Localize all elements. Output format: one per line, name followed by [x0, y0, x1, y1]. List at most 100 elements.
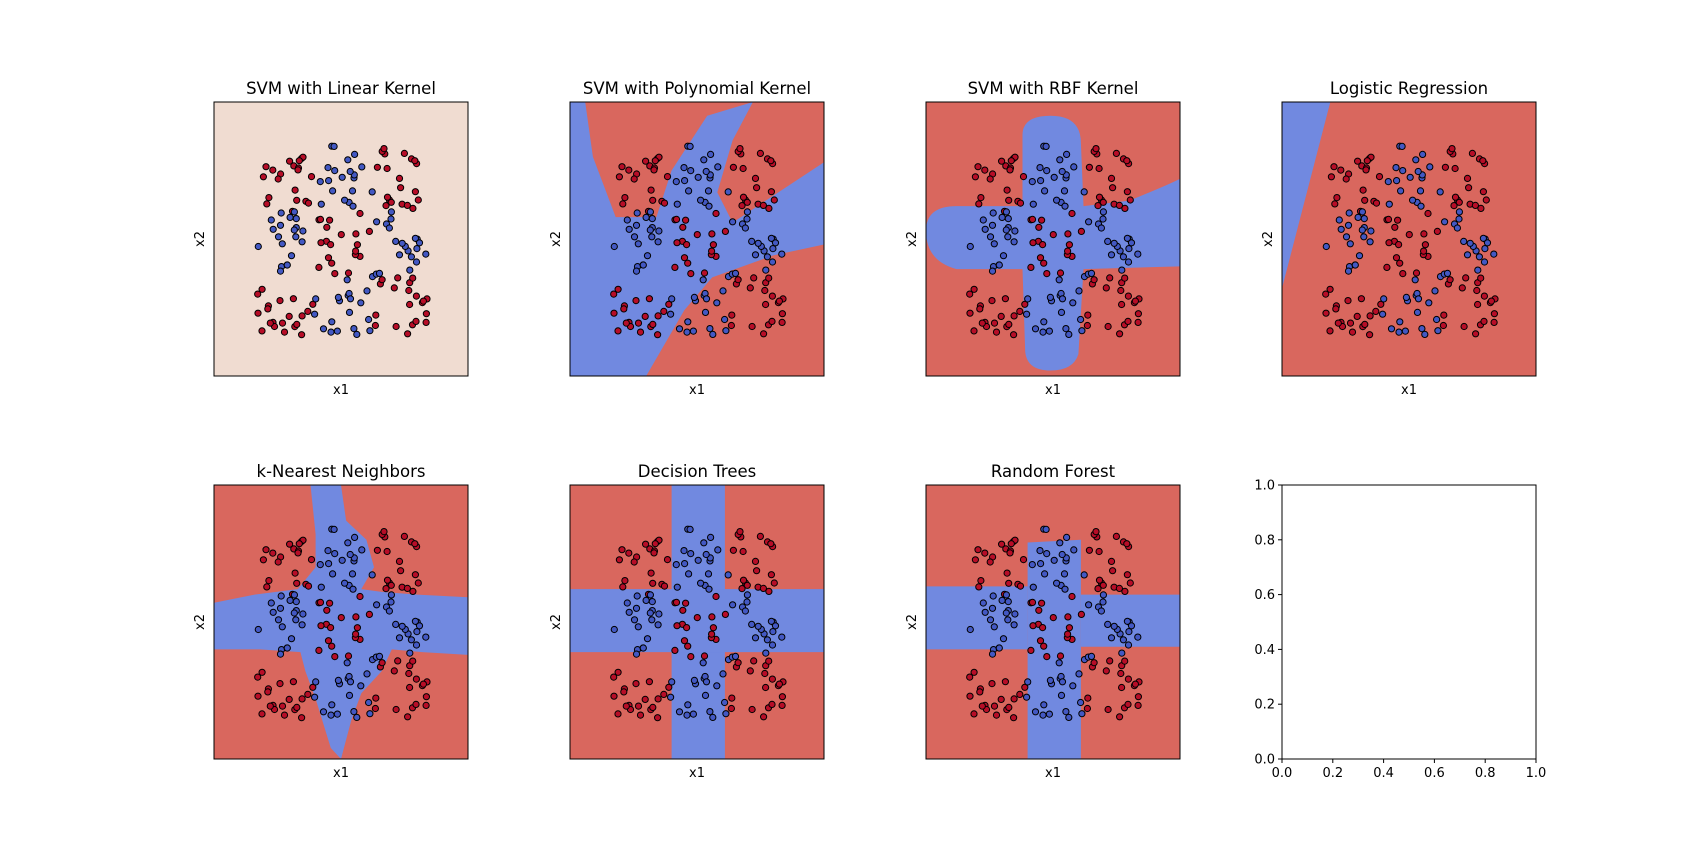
data-point-class-0	[1029, 200, 1037, 208]
data-point-class-1	[975, 200, 983, 208]
data-point-class-1	[1007, 540, 1015, 548]
data-point-class-1	[371, 321, 379, 330]
data-point-class-1	[761, 669, 769, 678]
y-tick-label: 0.6	[1254, 588, 1275, 603]
data-point-class-0	[368, 571, 376, 579]
data-point-class-0	[667, 310, 675, 318]
data-point-class-0	[724, 571, 732, 579]
data-point-class-1	[687, 653, 695, 661]
data-point-class-1	[673, 622, 681, 630]
data-point-class-0	[317, 200, 325, 208]
data-point-class-1	[383, 164, 391, 173]
data-point-class-0	[1041, 570, 1049, 578]
data-point-class-0	[1134, 633, 1142, 641]
data-point-class-0	[1344, 221, 1353, 229]
data-point-class-1	[1021, 683, 1029, 691]
data-point-class-1	[651, 540, 659, 548]
data-point-class-1	[372, 694, 380, 702]
data-point-class-1	[1118, 300, 1126, 309]
data-point-class-1	[1357, 295, 1366, 303]
data-point-class-1	[278, 702, 287, 710]
data-point-class-0	[1036, 164, 1044, 172]
data-point-class-0	[1010, 621, 1018, 629]
data-point-class-0	[278, 240, 286, 248]
data-point-class-0	[685, 570, 693, 578]
data-point-class-0	[986, 616, 995, 624]
data-point-class-1	[751, 174, 760, 183]
data-point-class-1	[660, 582, 669, 590]
data-point-class-1	[978, 702, 986, 710]
axes-frame	[569, 484, 825, 760]
data-point-class-1	[269, 549, 277, 557]
data-point-class-0	[966, 242, 974, 251]
data-point-class-0	[1123, 617, 1131, 625]
data-point-class-1	[404, 330, 412, 338]
data-point-class-0	[349, 202, 357, 210]
data-point-class-0	[1075, 670, 1083, 678]
data-point-class-0	[1004, 233, 1012, 241]
data-point-class-0	[1097, 224, 1105, 232]
data-point-class-1	[1007, 157, 1015, 165]
data-point-class-0	[687, 167, 695, 175]
data-point-class-1	[990, 319, 999, 327]
data-point-class-0	[754, 622, 762, 630]
y-tick-label: 0.0	[1254, 753, 1275, 768]
data-point-class-1	[1021, 300, 1029, 308]
data-point-class-1	[1001, 295, 1010, 303]
data-point-class-1	[1472, 330, 1480, 338]
data-point-class-0	[287, 252, 296, 260]
data-point-class-0	[1077, 698, 1085, 707]
data-point-class-0	[1053, 579, 1061, 587]
data-point-class-1	[654, 331, 662, 339]
data-point-class-1	[307, 173, 316, 181]
data-point-class-0	[689, 327, 698, 335]
data-point-class-0	[988, 267, 997, 275]
data-point-class-1	[727, 321, 735, 330]
data-point-class-1	[1463, 174, 1472, 183]
data-point-class-1	[1455, 198, 1463, 206]
data-point-class-0	[1004, 616, 1012, 624]
data-point-class-1	[1068, 209, 1076, 218]
data-point-class-1	[412, 317, 420, 325]
data-point-class-0	[276, 267, 285, 275]
data-point-class-1	[1134, 318, 1142, 326]
data-point-class-0	[748, 620, 756, 628]
data-point-class-1	[738, 202, 746, 210]
data-point-class-0	[731, 269, 740, 277]
data-point-class-1	[682, 599, 690, 607]
data-point-class-1	[409, 204, 417, 213]
data-point-class-0	[709, 713, 717, 721]
data-point-class-0	[328, 701, 336, 709]
data-point-class-1	[337, 614, 345, 622]
decision-region-blue-vertical	[1027, 539, 1081, 759]
data-point-class-0	[330, 525, 338, 534]
data-point-class-0	[1050, 556, 1058, 564]
data-point-class-0	[1411, 276, 1419, 284]
data-point-class-1	[974, 163, 982, 171]
data-point-class-1	[1424, 209, 1432, 218]
data-point-class-0	[283, 261, 291, 269]
data-point-class-1	[406, 683, 414, 692]
data-point-class-0	[411, 617, 419, 625]
data-point-class-0	[1483, 239, 1492, 247]
data-point-class-1	[1118, 683, 1126, 692]
data-point-class-0	[988, 604, 997, 612]
data-point-class-0	[722, 327, 730, 335]
data-point-class-1	[728, 694, 736, 702]
data-point-class-0	[357, 299, 365, 307]
data-point-class-1	[327, 624, 335, 632]
data-point-class-1	[298, 695, 306, 703]
data-point-class-0	[625, 608, 633, 616]
x-axis-label: x1	[1045, 383, 1061, 398]
data-point-class-1	[1019, 173, 1028, 181]
data-point-class-0	[1366, 238, 1374, 246]
data-point-class-1	[387, 198, 395, 206]
data-point-class-1	[1064, 230, 1072, 238]
data-point-class-1	[1068, 592, 1076, 601]
data-point-class-1	[736, 145, 744, 153]
subplot-3: SVM with RBF Kernel x1 x2	[905, 79, 1181, 398]
data-point-class-0	[699, 659, 707, 667]
data-point-class-0	[406, 649, 414, 657]
